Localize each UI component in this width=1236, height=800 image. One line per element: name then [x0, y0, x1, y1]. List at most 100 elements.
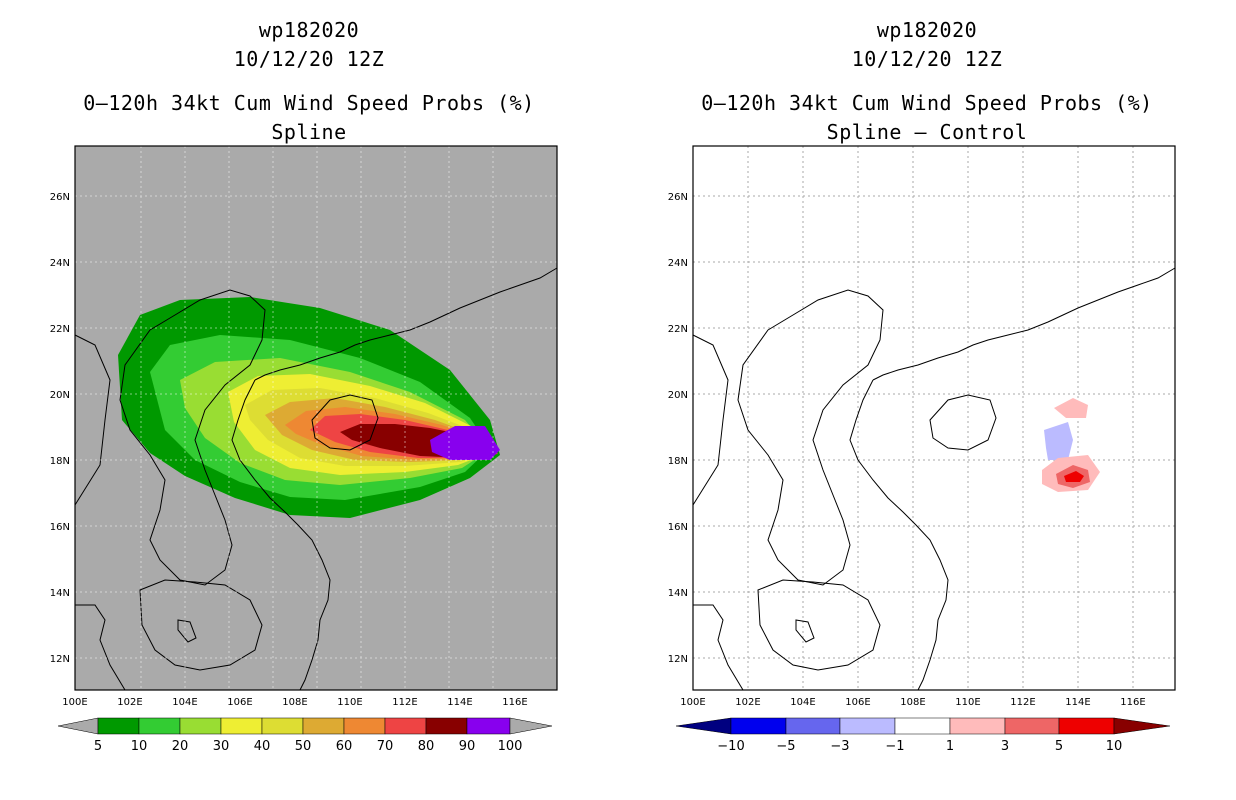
border-cambodia [757, 579, 881, 671]
colorbar-bin [894, 717, 951, 735]
lake-tonle-sap [795, 619, 815, 643]
colorbar-label: 30 [213, 739, 230, 754]
x-tick: 112E [1010, 697, 1035, 708]
x-tick: 106E [227, 697, 252, 708]
colorbar-label: 5 [94, 739, 102, 754]
colorbar-bin [220, 717, 263, 735]
colorbar-bin [179, 717, 222, 735]
difference-contours [1042, 398, 1100, 492]
y-tick: 18N [668, 456, 688, 467]
colorbar-label: 100 [498, 739, 523, 754]
colorbar-arrow-left [57, 717, 99, 735]
map-difference: 100E 102E 104E 106E 108E 110E 112E 114E … [668, 145, 1176, 754]
x-tick: 106E [845, 697, 870, 708]
y-tick: 22N [50, 324, 70, 335]
y-tick: 20N [668, 390, 688, 401]
colorbar-bin [97, 717, 140, 735]
coastline-vietnam [231, 379, 331, 691]
colorbar-bin [343, 717, 386, 735]
product-title: 0–120h 34kt Cum Wind Speed Probs (%) [701, 91, 1153, 115]
colorbar-bin [425, 717, 468, 735]
y-tick: 14N [50, 588, 70, 599]
subtitle: Spline – Control [826, 120, 1028, 144]
colorbar-bin [261, 717, 304, 735]
map-spline: 100E 102E 104E 106E 108E 110E 112E 114E … [50, 145, 558, 754]
y-tick: 12N [50, 654, 70, 665]
colorbar-label: −3 [830, 739, 849, 754]
y-tick: 24N [50, 258, 70, 269]
coastline-vietnam [849, 379, 949, 691]
island-hainan [311, 394, 379, 451]
colorbar-bin [384, 717, 427, 735]
colorbar-label: 10 [1106, 739, 1123, 754]
y-tick: 26N [50, 192, 70, 203]
grid-lines [693, 146, 1175, 690]
left-panel: wp182020 10/12/20 12Z 0–120h 34kt Cum Wi… [50, 18, 558, 754]
y-tick: 16N [50, 522, 70, 533]
right-panel: wp182020 10/12/20 12Z 0–120h 34kt Cum Wi… [618, 0, 1236, 800]
x-tick: 104E [172, 697, 197, 708]
colorbar-label: 40 [254, 739, 271, 754]
x-tick: 110E [955, 697, 980, 708]
colorbar-bin [466, 717, 511, 735]
negative-contour [1044, 422, 1073, 460]
x-tick: 104E [790, 697, 815, 708]
x-tick: 108E [282, 697, 307, 708]
colorbar-bin [949, 717, 1006, 735]
map-frame [74, 145, 558, 691]
contour-90 [430, 426, 500, 460]
colorbar-arrow-right [509, 717, 553, 735]
coastline-china [872, 267, 1176, 381]
subtitle: Spline [271, 120, 347, 144]
colorbar-bin [730, 717, 787, 735]
colorbar-bin [1058, 717, 1115, 735]
x-tick: 110E [337, 697, 362, 708]
map-background [693, 146, 1175, 690]
y-tick: 24N [668, 258, 688, 269]
border-myanmar [692, 334, 729, 506]
colorbar-label: −1 [885, 739, 904, 754]
colorbar-bin [839, 717, 896, 735]
x-tick: 102E [735, 697, 760, 708]
colorbar-arrow-right [1113, 717, 1171, 735]
product-title: 0–120h 34kt Cum Wind Speed Probs (%) [83, 91, 535, 115]
colorbar: −10 −5 −3 −1 1 3 5 10 [675, 717, 1171, 754]
colorbar-label: 3 [1001, 739, 1009, 754]
colorbar-label: 90 [459, 739, 476, 754]
lake-tonle-sap [177, 619, 197, 643]
y-axis-ticks: 26N 24N 22N 20N 18N 16N 14N 12N [50, 192, 70, 665]
x-tick: 102E [117, 697, 142, 708]
x-tick: 108E [900, 697, 925, 708]
y-tick: 12N [668, 654, 688, 665]
storm-id: wp182020 [258, 18, 360, 42]
x-tick: 116E [1120, 697, 1145, 708]
colorbar-label: 1 [946, 739, 954, 754]
colorbar-bin [302, 717, 345, 735]
colorbar-label: 50 [295, 739, 312, 754]
colorbar-label: 60 [336, 739, 353, 754]
border-thailand [75, 604, 126, 691]
colorbar-label: −5 [776, 739, 795, 754]
colorbar: 5 10 20 30 40 50 60 70 80 90 100 [57, 717, 553, 754]
colorbar-label: 80 [418, 739, 435, 754]
x-tick: 116E [502, 697, 527, 708]
colorbar-bin [138, 717, 181, 735]
x-axis-ticks: 100E 102E 104E 106E 108E 110E 112E 114E … [62, 697, 527, 708]
colorbar-bin [1004, 717, 1060, 735]
y-tick: 26N [668, 192, 688, 203]
storm-id: wp182020 [876, 18, 978, 42]
coastline [74, 267, 558, 691]
positive-contour [1064, 471, 1084, 482]
colorbar-label: 10 [131, 739, 148, 754]
x-tick: 114E [1065, 697, 1090, 708]
x-tick: 100E [62, 697, 87, 708]
grid-lines [75, 146, 557, 690]
colorbar-label: −10 [717, 739, 744, 754]
x-tick: 112E [392, 697, 417, 708]
border-myanmar [74, 334, 111, 506]
colorbar-bin [785, 717, 841, 735]
y-tick: 18N [50, 456, 70, 467]
map-frame [692, 145, 1176, 691]
colorbar-label: 70 [377, 739, 394, 754]
border-cambodia [139, 579, 263, 671]
